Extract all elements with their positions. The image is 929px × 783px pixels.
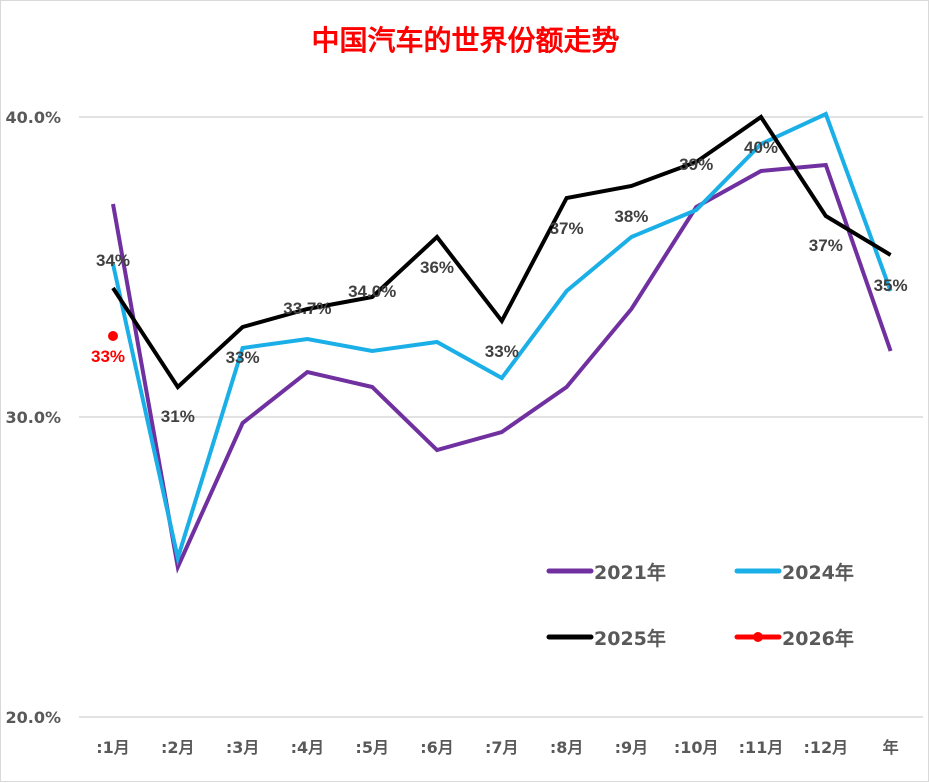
data-label: 40%: [744, 138, 778, 157]
x-tick-label: :1月: [96, 738, 130, 757]
y-tick-label: 30.0%: [5, 408, 61, 427]
data-label: 37%: [809, 236, 843, 255]
x-tick-label: :3月: [226, 738, 260, 757]
x-tick-label: :8月: [550, 738, 584, 757]
x-tick-label: 年: [883, 738, 899, 757]
x-tick-label: :12月: [803, 738, 848, 757]
legend-label: 2026年: [782, 627, 854, 650]
data-label: 35%: [874, 276, 908, 295]
data-label: 33.7%: [283, 299, 331, 318]
data-label: 37%: [550, 219, 584, 238]
legend-label: 2024年: [782, 561, 854, 584]
x-tick-label: :9月: [615, 738, 649, 757]
x-tick-label: :7月: [485, 738, 519, 757]
legend-marker: [753, 632, 763, 642]
series-line-2025年: [111, 114, 892, 391]
legend-label: 2021年: [594, 561, 666, 584]
x-tick-label: :11月: [739, 738, 784, 757]
data-label: 38%: [614, 207, 648, 226]
data-point-2026年: [108, 331, 118, 341]
y-tick-label: 40.0%: [5, 108, 61, 127]
x-tick-label: :4月: [291, 738, 325, 757]
y-tick-label: 20.0%: [5, 708, 61, 727]
chart-title: 中国汽车的世界份额走势: [311, 24, 620, 57]
x-tick-label: :2月: [161, 738, 195, 757]
x-tick-label: :6月: [420, 738, 454, 757]
x-tick-label: :5月: [355, 738, 389, 757]
data-label: 34%: [96, 251, 130, 270]
data-label: 34.0%: [348, 282, 396, 301]
data-label: 33%: [226, 348, 260, 367]
series-line-2024年: [111, 111, 893, 566]
series-line-2021年: [111, 162, 893, 574]
data-label: 33%: [485, 342, 519, 361]
legend-label: 2025年: [594, 627, 666, 650]
data-label: 33%: [91, 347, 125, 366]
data-label: 36%: [420, 258, 454, 277]
data-label: 31%: [161, 407, 195, 426]
x-tick-label: :10月: [674, 738, 719, 757]
data-label: 39%: [679, 155, 713, 174]
